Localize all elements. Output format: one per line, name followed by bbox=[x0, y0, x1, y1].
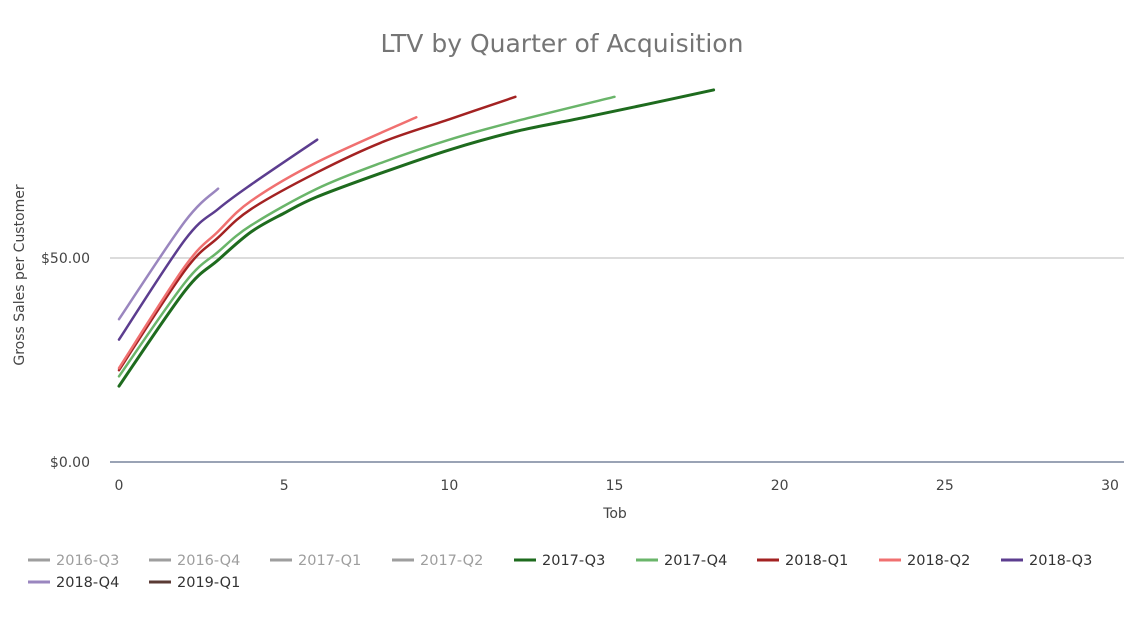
series-line-2017-q4 bbox=[117, 95, 616, 378]
chart-title: LTV by Quarter of Acquisition bbox=[381, 29, 744, 58]
legend-label: 2018-Q4 bbox=[56, 575, 119, 591]
legend-item-2018-q3[interactable]: 2018-Q3 bbox=[1001, 553, 1092, 569]
legend-label: 2019-Q1 bbox=[177, 575, 240, 591]
legend-item-2017-q4[interactable]: 2017-Q4 bbox=[636, 553, 727, 569]
series-line-2018-q4 bbox=[117, 187, 220, 321]
legend-item-2018-q4[interactable]: 2018-Q4 bbox=[28, 575, 119, 591]
legend-label: 2018-Q3 bbox=[1029, 553, 1092, 569]
series-line-2018-q2 bbox=[117, 115, 418, 370]
legend-label: 2018-Q2 bbox=[907, 553, 970, 569]
legend-label: 2016-Q4 bbox=[177, 553, 240, 569]
legend-label: 2017-Q3 bbox=[542, 553, 605, 569]
series-line-2017-q3 bbox=[117, 88, 716, 388]
x-axis-label: Tob bbox=[602, 506, 627, 522]
x-tick-label: 25 bbox=[936, 478, 954, 494]
x-tick-label: 15 bbox=[606, 478, 624, 494]
x-tick-label: 10 bbox=[440, 478, 458, 494]
legend-item-2017-q3[interactable]: 2017-Q3 bbox=[514, 553, 605, 569]
x-tick-label: 30 bbox=[1101, 478, 1119, 494]
legend-item-2019-q1[interactable]: 2019-Q1 bbox=[149, 575, 240, 591]
x-tick-label: 5 bbox=[280, 478, 289, 494]
legend-label: 2017-Q2 bbox=[420, 553, 483, 569]
series-line-2018-q3 bbox=[117, 138, 319, 341]
legend-item-2018-q2[interactable]: 2018-Q2 bbox=[879, 553, 970, 569]
legend-item-2016-q4[interactable]: 2016-Q4 bbox=[149, 553, 240, 569]
legend-label: 2017-Q4 bbox=[664, 553, 727, 569]
legend-label: 2016-Q3 bbox=[56, 553, 119, 569]
legend-item-2017-q1[interactable]: 2017-Q1 bbox=[270, 553, 361, 569]
legend-label: 2017-Q1 bbox=[298, 553, 361, 569]
y-axis-label: Gross Sales per Customer bbox=[12, 184, 28, 366]
legend-label: 2018-Q1 bbox=[785, 553, 848, 569]
x-tick-label: 0 bbox=[115, 478, 124, 494]
x-tick-label: 20 bbox=[771, 478, 789, 494]
y-tick-label: $50.00 bbox=[41, 251, 90, 267]
y-tick-label: $0.00 bbox=[50, 455, 90, 471]
legend-item-2016-q3[interactable]: 2016-Q3 bbox=[28, 553, 119, 569]
series-line-2018-q1 bbox=[117, 95, 517, 372]
legend-item-2017-q2[interactable]: 2017-Q2 bbox=[392, 553, 483, 569]
legend-item-2018-q1[interactable]: 2018-Q1 bbox=[757, 553, 848, 569]
